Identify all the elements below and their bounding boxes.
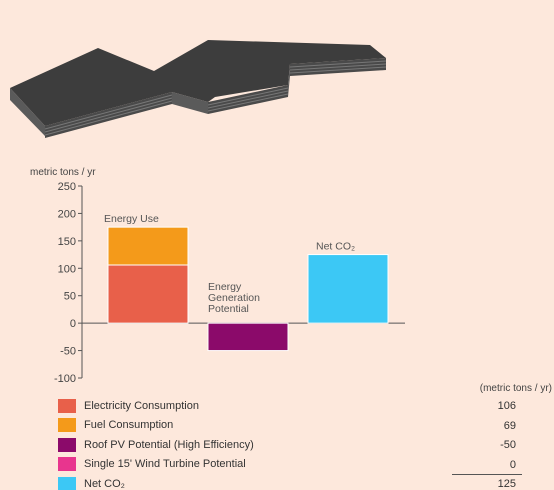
y-tick-label: 200 [58, 208, 76, 220]
legend-swatch [58, 418, 76, 433]
values-total-rule [452, 474, 522, 475]
legend-swatch [58, 476, 76, 490]
legend-item: Electricity Consumption [58, 396, 358, 416]
y-tick-label: -50 [60, 346, 76, 358]
legend-label: Roof PV Potential (High Efficiency) [84, 438, 254, 451]
bar-segment [307, 254, 389, 324]
legend-label: Electricity Consumption [84, 399, 199, 412]
legend-value: -50 [500, 439, 516, 451]
legend-value: 69 [503, 419, 516, 432]
y-tick-label: 100 [58, 263, 76, 275]
bar-annotation: Net CO₂ [316, 241, 355, 253]
bar-segment [207, 322, 289, 352]
y-tick-label: 250 [58, 181, 76, 193]
y-tick-label: 50 [64, 291, 76, 303]
legend-label: Fuel Consumption [84, 419, 174, 432]
legend-item: Single 15' Wind Turbine Potential [58, 455, 358, 475]
legend-item: Fuel Consumption [58, 416, 358, 436]
bar-segment [107, 226, 189, 266]
legend-item: Roof PV Potential (High Efficiency) [58, 435, 358, 455]
y-tick-label: 0 [70, 318, 76, 330]
bar-annotation: Energy Use [104, 213, 159, 225]
legend-swatch [58, 398, 76, 413]
y-tick-label: -100 [54, 373, 76, 385]
legend-value: 0 [509, 458, 516, 471]
bar-segment [107, 264, 189, 324]
legend-label: Net CO₂ [84, 477, 125, 490]
bar-annotation: Energy [208, 281, 242, 293]
legend-label: Single 15' Wind Turbine Potential [84, 458, 246, 471]
legend-item: Net CO₂ [58, 474, 358, 490]
values-list: 106 69 -50 0 125 [420, 397, 554, 490]
bar-layer [107, 226, 389, 352]
y-axis-unit-label: metric tons / yr [30, 167, 96, 178]
values-header: (metric tons / yr) [479, 383, 552, 394]
legend-values-column: (metric tons / yr) 106 69 -50 0 125 [420, 383, 554, 490]
building-massing-model-icon [10, 40, 387, 138]
legend-swatch [58, 457, 76, 472]
y-axis: 250 200 150 100 50 0 -50 -100 [54, 181, 405, 385]
legend: Electricity Consumption Fuel Consumption R… [58, 396, 358, 490]
bar-annotation: Potential [208, 303, 249, 315]
legend-swatch [58, 437, 76, 452]
y-tick-label: 150 [58, 236, 76, 248]
legend-value: 125 [497, 478, 516, 490]
bar-annotation: Generation [208, 292, 260, 304]
legend-value: 106 [497, 400, 516, 412]
